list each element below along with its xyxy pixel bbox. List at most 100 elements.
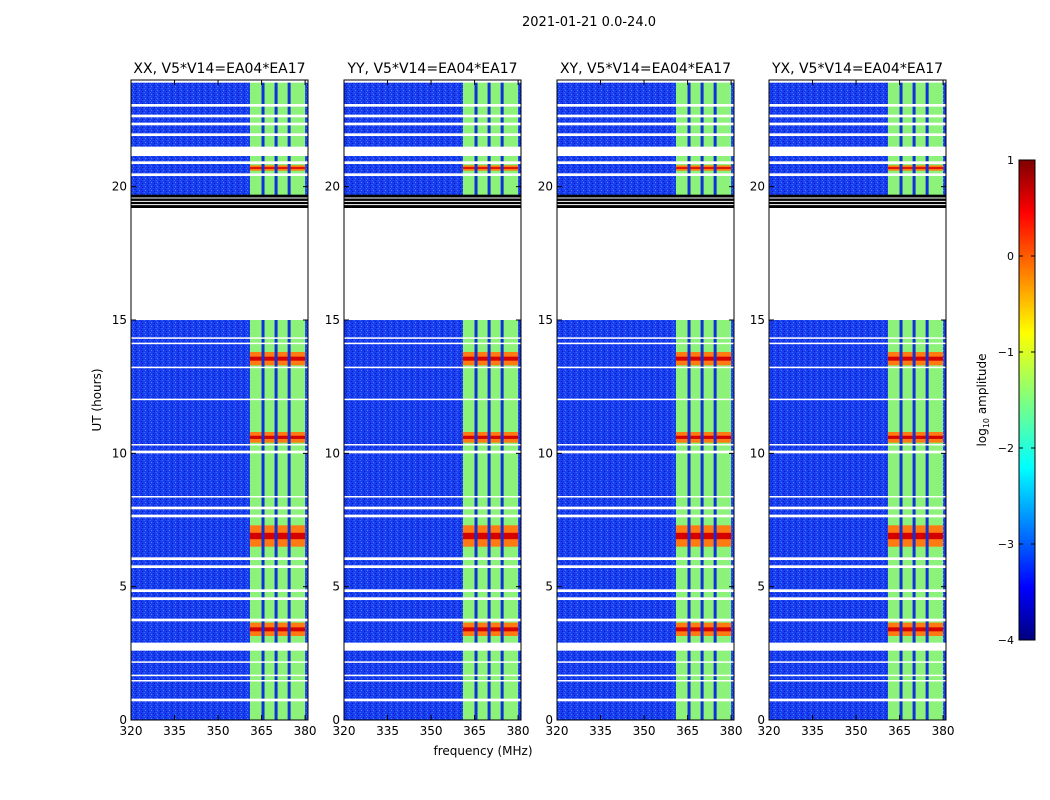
colorbar-tick-label: −3 bbox=[998, 538, 1014, 551]
flagged-row-white bbox=[557, 514, 734, 518]
flagged-row-white bbox=[131, 133, 308, 136]
x-tick-label: 350 bbox=[633, 724, 656, 738]
flagged-row-white bbox=[131, 496, 308, 498]
flagged-row-white bbox=[557, 674, 734, 677]
x-tick-label: 335 bbox=[163, 724, 186, 738]
flagged-row-white bbox=[344, 398, 521, 401]
flagged-row-white bbox=[557, 161, 734, 164]
flagged-row-white bbox=[557, 114, 734, 118]
x-tick-label: 350 bbox=[207, 724, 230, 738]
y-tick-label: 20 bbox=[325, 180, 340, 194]
colorbar-label-sub: 10 bbox=[982, 418, 991, 428]
flagged-row-white bbox=[557, 642, 734, 651]
flagged-row-white bbox=[769, 514, 946, 518]
x-tick-label: 365 bbox=[250, 724, 273, 738]
y-tick-label: 5 bbox=[119, 580, 127, 594]
y-tick-label: 0 bbox=[757, 713, 765, 727]
x-tick-label: 320 bbox=[546, 724, 569, 738]
flagged-row-white bbox=[131, 173, 308, 176]
x-tick-label: 335 bbox=[376, 724, 399, 738]
flagged-row-white bbox=[557, 506, 734, 510]
panel-yx: 320 335 350 365 380 0 5 10 15 20 YX, V5*V14=EA04*E… bbox=[750, 61, 955, 738]
flagged-row-white bbox=[344, 680, 521, 682]
flagged-row-white bbox=[344, 698, 521, 702]
y-tick-label: 15 bbox=[325, 313, 340, 327]
no-data-region bbox=[557, 208, 734, 320]
colorbar-ticks: 1 0 −1 −2 −3 −4 bbox=[998, 154, 1035, 647]
flagged-row-white bbox=[131, 506, 308, 510]
y-tick-label: 10 bbox=[112, 446, 127, 460]
flagged-row-white bbox=[131, 444, 308, 446]
flagged-row-white bbox=[131, 104, 308, 107]
flagged-row-white bbox=[344, 618, 521, 622]
flagged-row-white bbox=[557, 337, 734, 339]
flagged-row-white bbox=[769, 104, 946, 107]
flagged-row-white bbox=[131, 674, 308, 677]
flagged-row-white bbox=[769, 398, 946, 401]
flagged-row-white bbox=[769, 642, 946, 651]
flagged-row-white bbox=[769, 114, 946, 118]
colorbar-tick-label: −2 bbox=[998, 442, 1014, 455]
flagged-row-white bbox=[557, 146, 734, 156]
flagged-row-white bbox=[769, 133, 946, 136]
x-tick-label: 350 bbox=[420, 724, 443, 738]
flagged-row-white bbox=[769, 122, 946, 126]
y-tick-label: 10 bbox=[538, 446, 553, 460]
flagged-row-white bbox=[769, 146, 946, 156]
flagged-row-white bbox=[131, 366, 308, 369]
axes-frame bbox=[556, 79, 735, 721]
flagged-row-white bbox=[344, 161, 521, 164]
flagged-row-white bbox=[131, 589, 308, 592]
flagged-row-white bbox=[557, 133, 734, 136]
flagged-row-white bbox=[769, 674, 946, 677]
flagged-row-white bbox=[557, 104, 734, 107]
colorbar-tick-label: 1 bbox=[1007, 154, 1014, 167]
y-tick-label: 15 bbox=[750, 313, 765, 327]
flagged-row-white bbox=[557, 173, 734, 176]
flagged-row-white bbox=[344, 597, 521, 600]
flagged-row-white bbox=[344, 342, 521, 345]
y-tick-label: 0 bbox=[119, 713, 127, 727]
flagged-row-white bbox=[344, 104, 521, 107]
flagged-row-white bbox=[769, 680, 946, 682]
y-tick-label: 0 bbox=[332, 713, 340, 727]
flagged-row-white bbox=[769, 342, 946, 345]
flagged-row-white bbox=[557, 661, 734, 663]
flagged-row-white bbox=[131, 398, 308, 401]
flagged-row-white bbox=[769, 366, 946, 369]
flagged-row-white bbox=[769, 450, 946, 454]
flagged-row-white bbox=[344, 514, 521, 518]
flagged-row-white bbox=[344, 642, 521, 651]
y-tick-label: 20 bbox=[112, 180, 127, 194]
x-tick-label: 380 bbox=[720, 724, 743, 738]
colorbar: 10−1−2−3−4 log10 amplitude bbox=[975, 154, 1036, 647]
flagged-row-white bbox=[344, 80, 521, 83]
x-tick-label: 320 bbox=[333, 724, 356, 738]
flagged-row-white bbox=[131, 642, 308, 651]
panel-title: YX, V5*V14=EA04*EA17 bbox=[771, 61, 943, 77]
flagged-row-white bbox=[344, 565, 521, 568]
flagged-row-white bbox=[557, 444, 734, 446]
flagged-row-white bbox=[557, 342, 734, 345]
flagged-row-white bbox=[131, 146, 308, 156]
flagged-row-white bbox=[344, 337, 521, 339]
flagged-row-white bbox=[557, 680, 734, 682]
flagged-row-white bbox=[769, 161, 946, 164]
flagged-row-white bbox=[557, 122, 734, 126]
panels: 320 335 350 365 380 0 5 10 15 20 XX, V5*V14=EA04*E… bbox=[112, 61, 955, 738]
flagged-row-white bbox=[131, 661, 308, 663]
colorbar-gradient bbox=[1018, 159, 1036, 641]
flagged-row-white bbox=[131, 80, 308, 83]
y-tick-label: 5 bbox=[332, 580, 340, 594]
panel-title: XX, V5*V14=EA04*EA17 bbox=[133, 61, 305, 77]
axes-frame bbox=[130, 79, 309, 721]
flagged-row-white bbox=[344, 133, 521, 136]
flagged-row-white bbox=[557, 565, 734, 568]
flagged-row-white bbox=[557, 398, 734, 401]
y-axis-label: UT (hours) bbox=[90, 368, 104, 431]
x-tick-label: 380 bbox=[507, 724, 530, 738]
flagged-row-white bbox=[557, 698, 734, 702]
x-tick-label: 335 bbox=[801, 724, 824, 738]
flagged-row-white bbox=[344, 146, 521, 156]
